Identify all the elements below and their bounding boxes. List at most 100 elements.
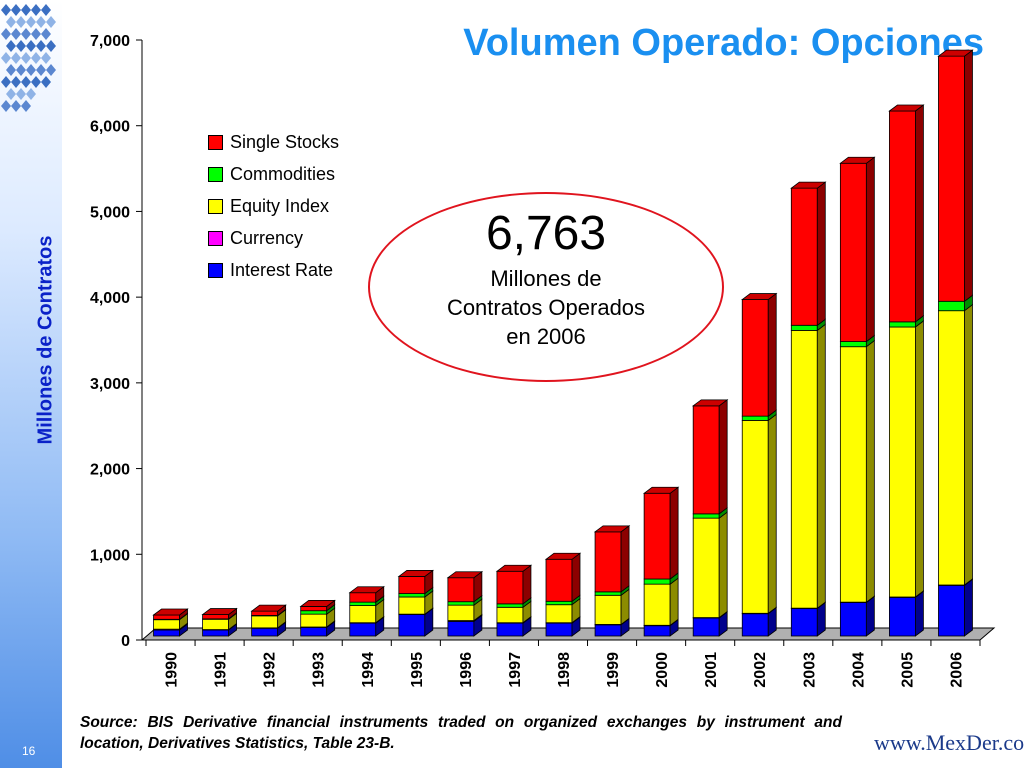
- x-tick-label: 2000: [654, 652, 671, 688]
- y-tick-label: 5,000: [90, 204, 130, 221]
- bar-segment: [839, 602, 867, 637]
- diamond-shape: [21, 100, 31, 112]
- bar-segment: [741, 613, 769, 637]
- legend-swatch: [208, 230, 223, 246]
- bar-segment: [692, 517, 720, 618]
- bar-segment-side: [915, 104, 924, 323]
- bar-segment: [741, 415, 769, 421]
- bar-top-face: [593, 525, 631, 533]
- bar-segment: [398, 593, 426, 598]
- bar-segment: [594, 624, 622, 637]
- y-tick-label: 6,000: [90, 119, 130, 136]
- y-tick-label: 4,000: [90, 290, 130, 307]
- bar-segment-side: [816, 181, 826, 327]
- bar-segment: [889, 110, 916, 323]
- bar-segment: [447, 601, 475, 606]
- diamond-shape: [1, 4, 11, 16]
- bar-segment: [545, 622, 573, 637]
- diamond-shape: [16, 64, 26, 76]
- bar-segment: [300, 613, 328, 628]
- bar-top-face: [839, 156, 876, 164]
- bar-segment-side: [620, 525, 630, 593]
- bar-segment: [741, 299, 769, 417]
- bar-segment: [398, 596, 426, 615]
- diamond-shape: [21, 52, 31, 64]
- bar-top-face: [888, 104, 925, 112]
- bar-segment: [153, 629, 180, 637]
- x-tick-label: 2001: [703, 652, 720, 688]
- y-tick-label: 2,000: [90, 462, 130, 479]
- bar-top-face: [741, 293, 778, 300]
- bar-segment: [447, 604, 475, 621]
- bar-segment: [447, 621, 475, 637]
- bar-segment: [643, 492, 671, 580]
- diamond-shape: [11, 76, 21, 88]
- bar-segment-side: [865, 339, 875, 603]
- bar-segment: [496, 570, 524, 605]
- x-tick-label: 1996: [458, 652, 475, 688]
- bar-segment: [790, 187, 818, 326]
- bar-segment: [889, 321, 916, 328]
- diamond-shape: [46, 16, 56, 28]
- y-tick-label: 7,000: [90, 33, 130, 50]
- bar-segment: [349, 622, 377, 637]
- callout-text: Millones de Contratos Operados en 2006: [446, 266, 646, 349]
- bar-segment: [594, 594, 622, 625]
- bar-segment: [692, 405, 720, 515]
- diamond-shape: [11, 100, 21, 112]
- x-tick-label: 1993: [311, 652, 328, 688]
- bar-segment-side: [522, 564, 532, 605]
- bar-segment: [202, 629, 229, 637]
- bar-top-face: [348, 586, 385, 594]
- diamond-shape: [31, 4, 41, 16]
- legend-swatch: [208, 134, 223, 150]
- bar-segment: [349, 601, 377, 606]
- diamond-shape: [36, 40, 46, 52]
- legend-label: Commodities: [230, 163, 336, 184]
- sidebar: 16: [0, 0, 62, 768]
- legend-item: Equity Index: [208, 190, 339, 222]
- y-tick-label: 3,000: [90, 376, 130, 393]
- diamond-shape: [46, 64, 56, 76]
- legend-label: Currency: [230, 227, 304, 248]
- bar-segment: [692, 513, 720, 519]
- y-tick-label: 1,000: [90, 547, 130, 564]
- diamond-shape: [26, 16, 36, 28]
- legend-item: Interest Rate: [208, 254, 339, 286]
- bar-segment: [300, 610, 328, 615]
- bar-segment-side: [915, 590, 924, 637]
- bar-segment: [594, 531, 622, 593]
- diamond-shape: [11, 52, 21, 64]
- chart-legend: Single Stocks Commodities Equity Index Curr…: [208, 126, 339, 286]
- diamond-shape: [41, 4, 51, 16]
- bar-segment-side: [718, 511, 728, 619]
- bar-segment-side: [669, 486, 679, 580]
- legend-item: Commodities: [208, 158, 339, 190]
- x-tick-label: 2004: [850, 652, 867, 688]
- legend-swatch: [208, 262, 223, 278]
- diamond-shape: [16, 40, 26, 52]
- bar-segment: [398, 614, 426, 637]
- bar-segment: [545, 600, 573, 606]
- diamond-shape: [11, 4, 21, 16]
- bar-top-face: [691, 399, 729, 407]
- diamond-shape: [41, 28, 51, 40]
- diamond-shape: [16, 88, 26, 100]
- diamond-shape: [31, 28, 41, 40]
- bar-top-face: [790, 181, 827, 189]
- bar-segment: [938, 310, 965, 586]
- diamond-shape: [26, 88, 36, 100]
- callout-value: 6,763: [485, 207, 607, 260]
- bar-segment: [839, 162, 867, 342]
- bar-segment: [349, 605, 377, 624]
- callout-ellipse: 6,763 Millones de Contratos Operados en …: [368, 192, 724, 382]
- bar-segment: [839, 346, 867, 603]
- bar-top-face: [152, 608, 189, 616]
- bar-segment: [202, 614, 229, 620]
- diamond-shape: [1, 100, 11, 112]
- x-tick-label: 2003: [801, 652, 818, 688]
- diamond-shape: [21, 4, 31, 16]
- bar-segment: [447, 577, 475, 603]
- diamond-shape: [6, 88, 16, 100]
- diamond-shape: [6, 16, 16, 28]
